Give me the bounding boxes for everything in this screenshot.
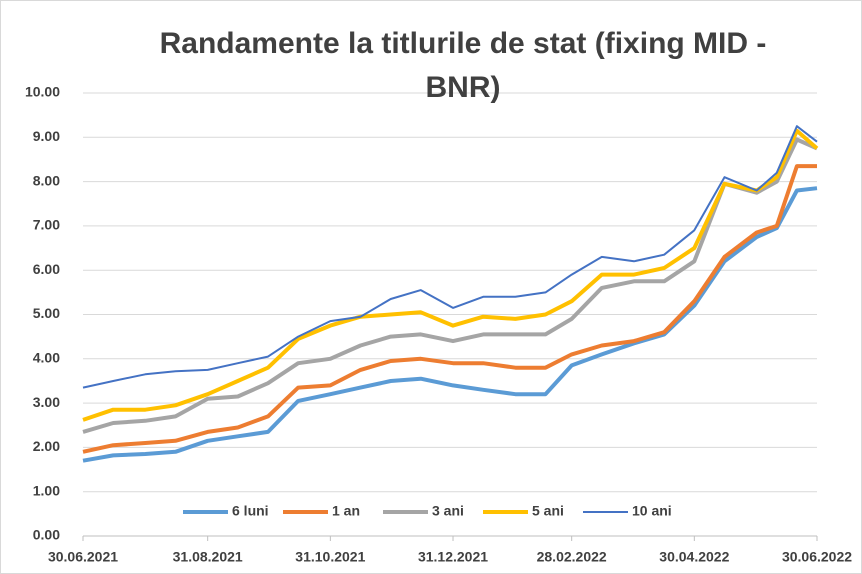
series-line — [82, 164, 817, 454]
y-tick-label: 2.00 — [33, 438, 60, 454]
y-tick-label: 8.00 — [33, 172, 60, 188]
x-tick-label: 28.02.2022 — [537, 549, 607, 565]
x-tick-label: 30.04.2022 — [659, 549, 729, 565]
y-tick-label: 3.00 — [33, 394, 60, 410]
legend-label: 1 an — [332, 503, 360, 519]
x-tick-label: 31.10.2021 — [295, 549, 365, 565]
legend-label: 3 ani — [432, 503, 464, 519]
series-line — [82, 125, 818, 389]
x-tick-label: 31.12.2021 — [418, 549, 488, 565]
x-tick-label: 31.08.2021 — [173, 549, 243, 565]
x-tick-label: 30.06.2021 — [48, 549, 118, 565]
legend-label: 5 ani — [532, 503, 564, 519]
y-tick-label: 7.00 — [33, 217, 60, 233]
x-tick-label: 30.06.2022 — [782, 549, 852, 565]
series-line — [82, 186, 818, 463]
legend-label: 6 luni — [232, 503, 269, 519]
y-tick-label: 1.00 — [33, 482, 60, 498]
y-tick-label: 10.00 — [25, 84, 60, 100]
legend-label: 10 ani — [632, 503, 672, 519]
chart-title: Randamente la titlurile de stat (fixing … — [159, 27, 767, 104]
y-tick-label: 9.00 — [33, 128, 60, 144]
y-tick-label: 5.00 — [33, 305, 60, 321]
series-line — [82, 128, 819, 422]
y-tick-label: 6.00 — [33, 261, 60, 277]
y-tick-label: 4.00 — [33, 350, 60, 366]
y-tick-label: 0.00 — [33, 527, 60, 543]
